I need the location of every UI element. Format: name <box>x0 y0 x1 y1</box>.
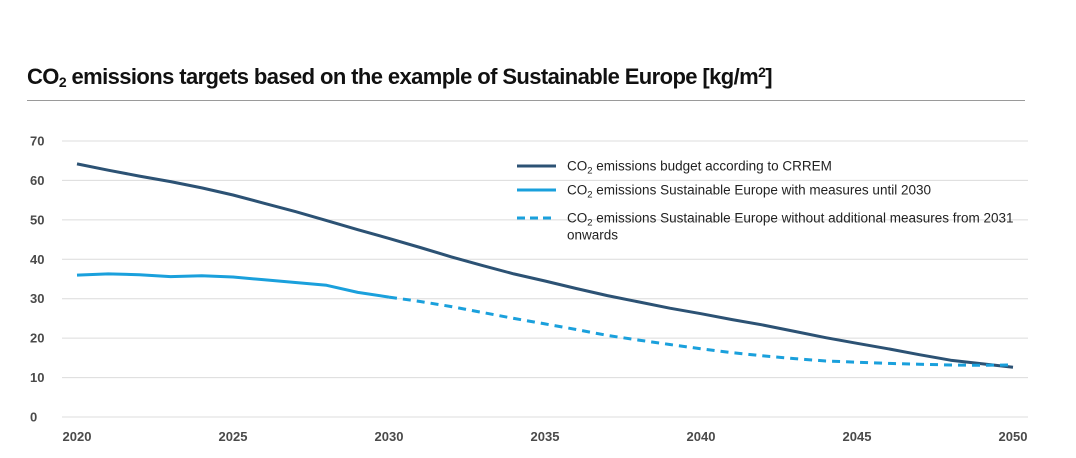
series-lines <box>76 162 1014 369</box>
title-divider <box>27 100 1025 101</box>
y-tick-label: 50 <box>30 212 44 227</box>
y-axis-labels: 0 10 20 30 40 50 60 70 <box>30 134 44 425</box>
series-line-2 <box>76 272 390 299</box>
x-tick-label: 2025 <box>219 429 248 444</box>
y-tick-label: 10 <box>30 370 44 385</box>
y-tick-label: 70 <box>30 134 44 149</box>
x-tick-label: 2035 <box>531 429 560 444</box>
legend-label-3: onwards <box>567 228 618 243</box>
series-line-1 <box>76 162 1014 369</box>
x-tick-label: 2020 <box>63 429 92 444</box>
x-axis-labels: 2020 2025 2030 2035 2040 2045 2050 <box>63 429 1028 444</box>
legend-label-2: CO2 emissions Sustainable Europe with me… <box>567 183 931 201</box>
x-tick-label: 2040 <box>687 429 716 444</box>
x-tick-label: 2045 <box>843 429 872 444</box>
x-tick-label: 2030 <box>375 429 404 444</box>
x-tick-label: 2050 <box>999 429 1028 444</box>
y-tick-label: 30 <box>30 291 44 306</box>
legend: CO2 emissions budget according to CRREM C… <box>517 159 1014 243</box>
chart-title: CO2 emissions targets based on the examp… <box>27 64 773 90</box>
legend-label-1: CO2 emissions budget according to CRREM <box>567 159 832 177</box>
y-tick-label: 20 <box>30 331 44 346</box>
gridlines <box>62 140 1028 418</box>
legend-label-3: CO2 emissions Sustainable Europe without… <box>567 211 1014 229</box>
y-tick-label: 60 <box>30 173 44 188</box>
series-line-3 <box>388 295 1014 367</box>
y-tick-label: 40 <box>30 252 44 267</box>
y-tick-label: 0 <box>30 410 37 425</box>
